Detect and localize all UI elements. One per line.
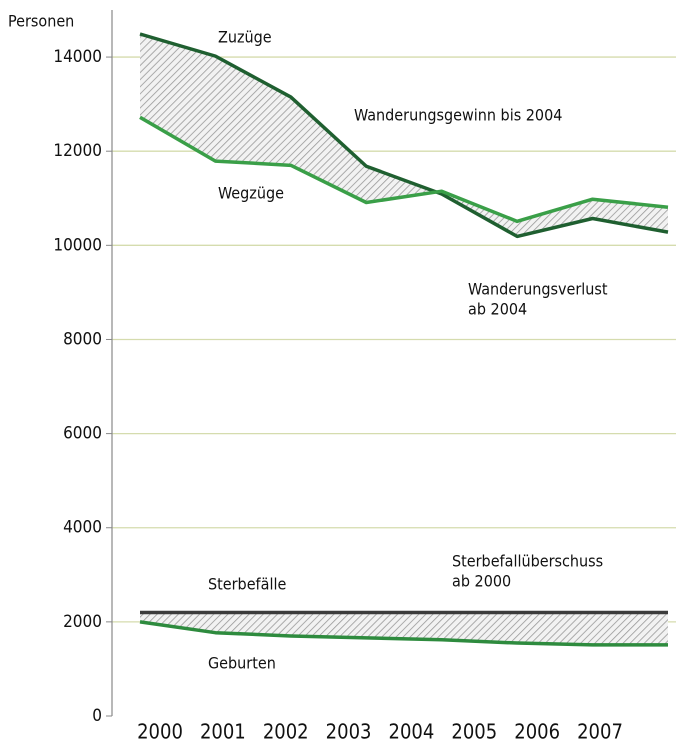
annotation: Wanderungsgewinn bis 2004 [354, 106, 562, 125]
series-label: Sterbefälle [208, 575, 286, 594]
annotation: ab 2000 [452, 572, 511, 591]
x-tick-label: 2007 [577, 720, 623, 744]
hatch-area [140, 34, 668, 237]
x-tick-label: 2000 [137, 720, 183, 744]
annotation: Wanderungsverlust [468, 280, 608, 299]
series-line [139, 620, 668, 647]
y-axis-label: Personen [8, 12, 74, 31]
y-tick-label: 0 [92, 706, 102, 726]
x-tick-label: 2005 [451, 720, 497, 744]
y-tick-label: 14000 [53, 47, 102, 67]
annotation: Sterbefallüberschuss [452, 552, 603, 571]
annotation: ab 2004 [468, 300, 527, 319]
y-tick-label: 10000 [53, 235, 102, 255]
y-tick-label: 12000 [53, 141, 102, 161]
x-tick-label: 2002 [263, 720, 309, 744]
x-tick-label: 2003 [326, 720, 372, 744]
series-label: Zuzüge [218, 28, 272, 47]
hatch-area [140, 612, 668, 645]
x-tick-label: 2004 [389, 720, 435, 744]
series-label: Geburten [208, 654, 276, 673]
y-tick-label: 4000 [63, 518, 102, 538]
series-line [139, 115, 669, 224]
y-tick-label: 6000 [63, 424, 102, 444]
y-tick-label: 8000 [63, 329, 102, 349]
series-label: Wegzüge [218, 184, 284, 203]
series-line [139, 32, 669, 239]
x-tick-label: 2006 [514, 720, 560, 744]
y-tick-label: 2000 [63, 612, 102, 632]
x-tick-label: 2001 [200, 720, 246, 744]
